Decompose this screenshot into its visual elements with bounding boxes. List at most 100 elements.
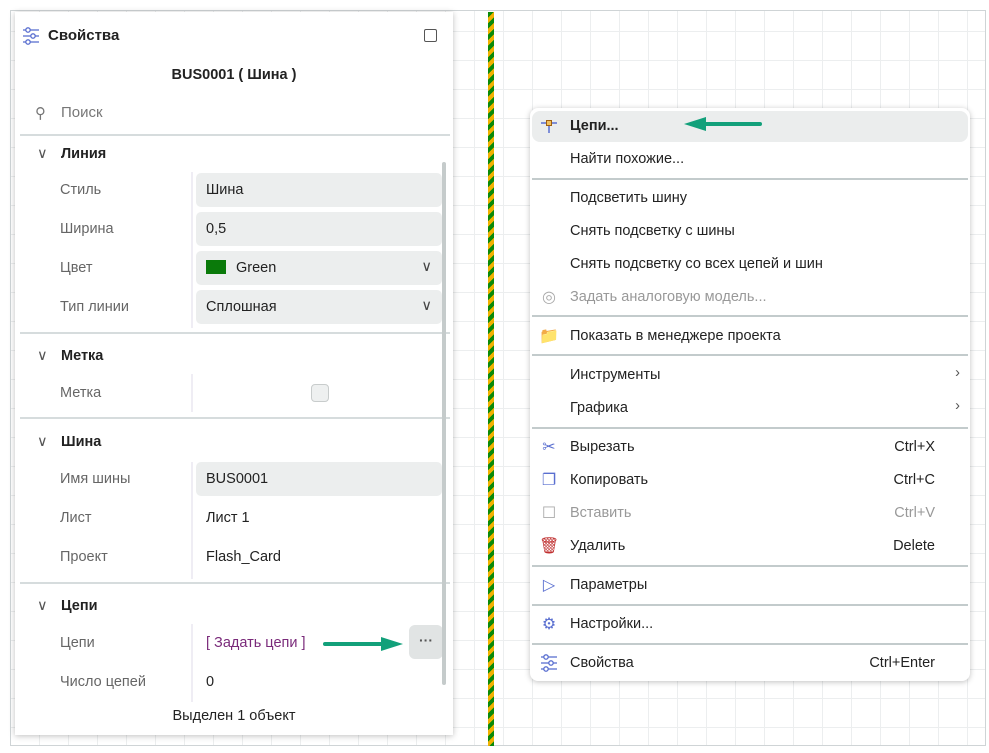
menu-item-11[interactable]: ☐ Вставить Ctrl+V bbox=[532, 498, 968, 529]
menu-item-shortcut: Ctrl+Enter bbox=[869, 655, 935, 671]
menu-item-13[interactable]: ▷ Параметры bbox=[532, 570, 968, 601]
section-title: Цепи bbox=[61, 598, 98, 614]
chevron-down-icon: ∨ bbox=[37, 348, 48, 364]
search-input[interactable]: Поиск bbox=[61, 104, 103, 121]
menu-item-label: Подсветить шину bbox=[570, 190, 687, 206]
parameters-icon: ▷ bbox=[542, 577, 556, 594]
menu-item-label: Показать в менеджере проекта bbox=[570, 328, 781, 344]
mark-label: Метка bbox=[60, 385, 102, 401]
selected-object-title: BUS0001 ( Шина ) bbox=[171, 67, 297, 83]
menu-item-label: Удалить bbox=[570, 538, 626, 554]
menu-item-label: Снять подсветку со всех цепей и шин bbox=[570, 256, 823, 272]
chevron-down-icon: ∨ bbox=[421, 298, 432, 314]
linetype-label: Тип линии bbox=[60, 299, 129, 315]
chevron-right-icon: › bbox=[955, 398, 960, 414]
divider bbox=[20, 582, 450, 584]
chevron-down-icon: ∨ bbox=[37, 146, 48, 162]
menu-item-5[interactable]: ◎ Задать аналоговую модель... bbox=[532, 282, 968, 313]
column-separator bbox=[191, 374, 193, 412]
chevron-down-icon: ∨ bbox=[37, 598, 48, 614]
width-field[interactable]: 0,5 bbox=[196, 212, 442, 246]
paste-icon: ☐ bbox=[541, 505, 557, 522]
section-mark-header[interactable]: ∨ Метка bbox=[37, 348, 103, 364]
menu-separator bbox=[532, 643, 968, 645]
properties-panel: Свойства BUS0001 ( Шина ) ⚲ Поиск ∨ Линия… bbox=[15, 12, 453, 735]
menu-separator bbox=[532, 354, 968, 356]
nets-value[interactable]: [ Задать цепи ] bbox=[206, 635, 306, 651]
linetype-value: Сплошная bbox=[206, 299, 277, 315]
nets-label: Цепи bbox=[60, 635, 95, 651]
copy-icon: ❐ bbox=[541, 472, 557, 489]
section-title: Линия bbox=[61, 146, 107, 162]
menu-item-6[interactable]: 📁 Показать в менеджере проекта bbox=[532, 321, 968, 352]
section-bus-header[interactable]: ∨ Шина bbox=[37, 434, 101, 450]
net-icon bbox=[539, 117, 559, 137]
menu-item-12[interactable]: 🗑 Удалить Delete bbox=[532, 531, 968, 562]
menu-separator bbox=[532, 604, 968, 606]
menu-item-9[interactable]: ✂ Вырезать Ctrl+X bbox=[532, 432, 968, 463]
chevron-right-icon: › bbox=[955, 365, 960, 381]
divider bbox=[20, 417, 450, 419]
menu-separator bbox=[532, 427, 968, 429]
menu-item-label: Свойства bbox=[570, 655, 634, 671]
scissors-icon: ✂ bbox=[542, 439, 556, 456]
menu-item-4[interactable]: Снять подсветку со всех цепей и шин bbox=[532, 249, 968, 280]
color-dropdown[interactable]: Green ∨ bbox=[196, 251, 442, 285]
mark-checkbox[interactable] bbox=[311, 384, 329, 402]
bus-name-label: Имя шины bbox=[60, 471, 131, 487]
menu-item-label: Вырезать bbox=[570, 439, 635, 455]
divider bbox=[20, 332, 450, 334]
bus-wire[interactable] bbox=[488, 12, 494, 746]
menu-item-2[interactable]: Подсветить шину bbox=[532, 183, 968, 214]
project-folder-icon: 📁 bbox=[539, 328, 559, 345]
sheet-value: Лист 1 bbox=[206, 510, 250, 526]
bus-name-field[interactable]: BUS0001 bbox=[196, 462, 442, 496]
menu-item-8[interactable]: Графика › bbox=[532, 393, 968, 424]
color-label: Цвет bbox=[60, 260, 93, 276]
annotation-arrow bbox=[684, 117, 762, 131]
style-field[interactable]: Шина bbox=[196, 173, 442, 207]
style-label: Стиль bbox=[60, 182, 102, 198]
menu-item-shortcut: Ctrl+C bbox=[893, 472, 936, 488]
section-title: Шина bbox=[61, 434, 102, 450]
nets-count-label: Число цепей bbox=[60, 674, 146, 690]
scrollbar[interactable] bbox=[442, 162, 446, 685]
project-label: Проект bbox=[60, 549, 108, 565]
nets-count-value: 0 bbox=[206, 674, 215, 690]
section-nets-header[interactable]: ∨ Цепи bbox=[37, 598, 98, 614]
panel-title: Свойства bbox=[48, 27, 120, 44]
more-button[interactable]: ··· bbox=[409, 625, 443, 659]
menu-item-shortcut: Ctrl+X bbox=[894, 439, 935, 455]
menu-item-label: Инструменты bbox=[570, 367, 661, 383]
menu-item-1[interactable]: Найти похожие... bbox=[532, 144, 968, 175]
width-label: Ширина bbox=[60, 221, 114, 237]
menu-item-10[interactable]: ❐ Копировать Ctrl+C bbox=[532, 465, 968, 496]
color-swatch bbox=[206, 260, 226, 274]
menu-item-0[interactable]: Цепи... bbox=[532, 111, 968, 142]
linetype-dropdown[interactable]: Сплошная ∨ bbox=[196, 290, 442, 324]
menu-item-3[interactable]: Снять подсветку с шины bbox=[532, 216, 968, 247]
menu-item-label: Снять подсветку с шины bbox=[570, 223, 735, 239]
menu-item-shortcut: Delete bbox=[893, 538, 935, 554]
menu-item-label: Настройки... bbox=[570, 616, 654, 632]
menu-separator bbox=[532, 178, 968, 180]
menu-item-7[interactable]: Инструменты › bbox=[532, 360, 968, 391]
column-separator bbox=[191, 172, 193, 328]
status-footer: Выделен 1 объект bbox=[172, 708, 296, 724]
menu-item-label: Графика bbox=[570, 400, 628, 416]
menu-item-label: Задать аналоговую модель... bbox=[570, 289, 767, 305]
maximize-button[interactable] bbox=[424, 29, 437, 42]
trash-icon: 🗑 bbox=[539, 538, 560, 555]
menu-item-15[interactable]: Свойства Ctrl+Enter bbox=[532, 648, 968, 679]
gear-icon: ⚙ bbox=[541, 616, 557, 633]
section-line-header[interactable]: ∨ Линия bbox=[37, 146, 106, 162]
column-separator bbox=[191, 624, 193, 702]
menu-separator bbox=[532, 315, 968, 317]
menu-item-14[interactable]: ⚙ Настройки... bbox=[532, 609, 968, 640]
context-menu: Цепи... Найти похожие... Подсветить шину Сн… bbox=[530, 108, 970, 681]
divider bbox=[20, 134, 450, 136]
annotation-arrow bbox=[323, 637, 403, 651]
color-value: Green bbox=[236, 260, 277, 276]
menu-separator bbox=[532, 565, 968, 567]
menu-item-label: Найти похожие... bbox=[570, 151, 685, 167]
